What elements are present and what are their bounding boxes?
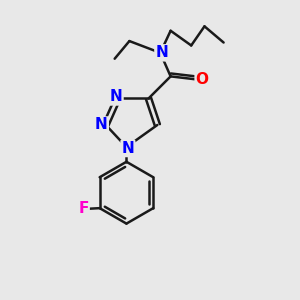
Text: N: N [155, 45, 168, 60]
Text: N: N [122, 141, 134, 156]
Text: O: O [196, 72, 208, 87]
Text: N: N [95, 118, 108, 133]
Text: F: F [78, 201, 89, 216]
Text: N: N [110, 89, 122, 104]
